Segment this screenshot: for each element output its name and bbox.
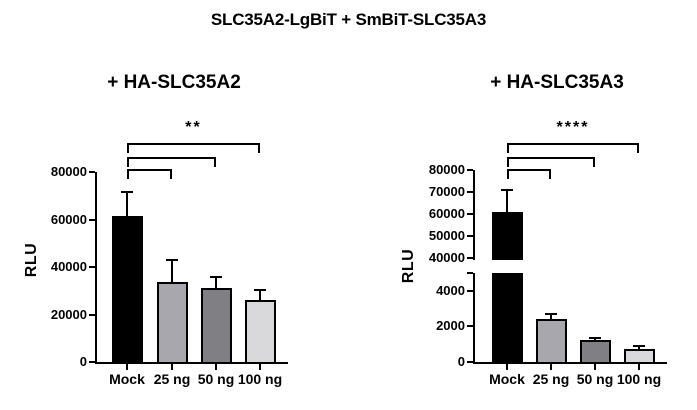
- significance-bracket-end: [258, 143, 260, 153]
- significance-bracket: [507, 169, 551, 171]
- x-category-label: Mock: [489, 371, 525, 387]
- y-tick: [467, 325, 473, 328]
- y-tick-label: 40000: [428, 250, 465, 265]
- y-tick: [467, 213, 473, 215]
- x-tick: [215, 364, 217, 370]
- error-bar-cap: [166, 258, 178, 261]
- x-axis: [473, 362, 667, 364]
- significance-bracket: [507, 143, 639, 145]
- significance-bracket-end: [507, 143, 509, 153]
- bar: [112, 215, 143, 364]
- error-bar-cap: [589, 336, 601, 339]
- error-bar-line: [259, 289, 261, 301]
- y-tick: [467, 289, 473, 292]
- y-tick-label: 0: [457, 354, 465, 369]
- x-tick: [259, 364, 261, 370]
- chart-title: + HA-SLC35A3: [490, 72, 624, 93]
- chart-ha-slc35a3: + HA-SLC35A3 RLU 40000 50000 60000 70000 800…: [349, 60, 697, 410]
- x-category-label: 50 ng: [576, 371, 614, 387]
- x-tick: [550, 364, 552, 370]
- y-tick-label: 60000: [50, 211, 87, 227]
- x-tick: [126, 364, 128, 370]
- bar: [624, 348, 655, 364]
- bar-segment-upper: [492, 211, 523, 260]
- error-bar-line: [215, 276, 217, 289]
- y-tick: [467, 361, 473, 363]
- x-axis: [95, 362, 288, 364]
- chart-ha-slc35a2: + HA-SLC35A2 RLU 0 20000 40000 60000 80000 Mo…: [0, 60, 348, 410]
- error-bar-cap: [501, 188, 513, 191]
- y-axis-upper-segment: [473, 170, 475, 260]
- significance-bracket-end: [507, 157, 509, 167]
- significance-bracket-end: [637, 143, 639, 153]
- y-tick: [89, 171, 95, 173]
- significance-bracket: [127, 157, 216, 159]
- y-tick-label: 40000: [50, 259, 87, 274]
- significance-bracket-end: [170, 169, 172, 179]
- y-tick: [89, 266, 95, 268]
- significance-bracket-end: [549, 169, 551, 179]
- significance-bracket-end: [127, 169, 129, 179]
- bar: [536, 319, 567, 364]
- bar: [201, 288, 232, 364]
- chart-title: + HA-SLC35A2: [107, 72, 241, 93]
- y-tick-label: 60000: [428, 206, 465, 221]
- bar: [157, 282, 188, 364]
- x-category-label: 100 ng: [237, 371, 283, 387]
- bar-segment-lower: [492, 273, 523, 364]
- axis-break-tick: [467, 272, 473, 274]
- y-tick-label: 70000: [428, 184, 465, 199]
- y-tick: [467, 191, 473, 193]
- error-bar-line: [126, 192, 128, 216]
- x-tick: [506, 364, 508, 370]
- y-tick-label: 50000: [428, 228, 465, 243]
- y-tick: [467, 169, 473, 171]
- y-tick: [89, 313, 95, 316]
- error-bar-cap: [633, 344, 645, 347]
- y-tick-label: 2000: [436, 318, 465, 334]
- x-tick: [594, 364, 596, 370]
- y-tick-label: 80000: [428, 162, 465, 177]
- x-category-label: 25 ng: [532, 371, 570, 387]
- figure-title: SLC35A2-LgBiT + SmBiT-SLC35A3: [210, 10, 487, 29]
- significance-bracket-end: [127, 143, 129, 153]
- y-axis: [95, 172, 97, 364]
- x-category-label: Mock: [109, 371, 145, 387]
- significance-stars: ****: [556, 119, 590, 136]
- x-tick: [638, 364, 640, 370]
- x-category-label: 50 ng: [197, 371, 235, 387]
- y-axis-lower-segment: [473, 273, 475, 364]
- y-tick-label: 80000: [50, 164, 87, 179]
- significance-bracket-end: [214, 157, 216, 167]
- significance-bracket-end: [507, 169, 509, 179]
- error-bar-line: [594, 337, 596, 340]
- y-tick: [467, 235, 473, 237]
- bar: [580, 339, 611, 364]
- x-tick: [171, 364, 173, 370]
- error-bar-cap: [210, 275, 222, 278]
- y-tick-label: 0: [79, 354, 87, 369]
- error-bar-cap: [121, 191, 133, 194]
- error-bar-line: [506, 189, 508, 212]
- significance-bracket-end: [127, 157, 129, 167]
- y-tick-label: 20000: [50, 306, 87, 322]
- x-category-label: 25 ng: [153, 371, 191, 387]
- significance-bracket: [127, 169, 172, 171]
- y-tick-label: 4000: [436, 282, 465, 298]
- error-bar-cap: [254, 288, 266, 291]
- y-tick: [89, 218, 95, 221]
- y-tick: [467, 257, 473, 259]
- x-category-label: 100 ng: [616, 371, 662, 387]
- y-tick: [89, 361, 95, 363]
- significance-bracket: [127, 143, 260, 145]
- error-bar-cap: [545, 312, 557, 315]
- significance-bracket-end: [593, 157, 595, 167]
- error-bar-line: [550, 313, 552, 320]
- significance-stars: **: [185, 119, 202, 136]
- error-bar-line: [638, 345, 640, 349]
- significance-bracket: [507, 157, 595, 159]
- bar: [245, 300, 276, 364]
- error-bar-line: [171, 259, 173, 283]
